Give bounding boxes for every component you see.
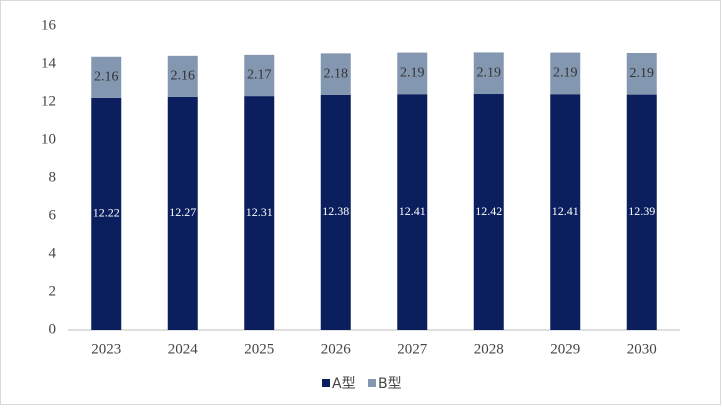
y-tick-label: 10: [41, 131, 56, 147]
x-tick-label: 2026: [321, 341, 352, 357]
y-tick-label: 8: [49, 169, 57, 185]
bar-segment: [244, 96, 275, 330]
x-tick-label: 2028: [474, 341, 504, 357]
value-label: 12.42: [475, 204, 502, 218]
value-label: 2.19: [630, 66, 655, 81]
y-tick-label: 16: [41, 17, 57, 33]
bar-segment: [626, 52, 657, 95]
bar-segment: [320, 94, 351, 330]
y-tick-label: 14: [41, 55, 57, 71]
y-tick-label: 0: [49, 321, 57, 337]
value-label: 12.27: [169, 205, 196, 219]
value-label: 12.41: [552, 204, 579, 218]
value-label: 12.38: [322, 204, 349, 218]
legend-label: B型: [378, 376, 402, 392]
bar-segment: [91, 97, 122, 330]
legend-swatch: [322, 379, 330, 387]
x-tick-label: 2027: [397, 341, 428, 357]
bar-segment: [550, 94, 581, 331]
value-label: 12.41: [399, 204, 426, 218]
bar-segment: [91, 56, 122, 98]
x-tick-label: 2025: [244, 341, 274, 357]
y-tick-label: 2: [49, 283, 57, 299]
y-tick-label: 12: [41, 93, 56, 109]
x-tick-label: 2023: [91, 341, 121, 357]
legend-swatch: [368, 379, 376, 387]
x-tick-label: 2030: [627, 341, 657, 357]
bar-segment: [550, 52, 581, 95]
value-label: 2.18: [324, 66, 349, 81]
value-label: 12.31: [246, 205, 273, 219]
value-label: 12.22: [93, 206, 120, 220]
bar-segment: [244, 54, 275, 97]
y-tick-label: 4: [49, 245, 57, 261]
value-label: 2.16: [94, 70, 119, 85]
value-label: 2.16: [171, 69, 196, 84]
bar-segment: [473, 52, 504, 95]
bar-segment: [626, 94, 657, 330]
value-label: 2.19: [553, 66, 578, 81]
value-label: 2.17: [247, 68, 272, 83]
bar-segment: [397, 52, 428, 95]
bar-segment: [397, 94, 428, 331]
legend-label: A型: [332, 376, 356, 392]
bar-segment: [167, 55, 198, 97]
value-label: 2.19: [400, 66, 425, 81]
x-tick-label: 2024: [168, 341, 199, 357]
bar-segment: [320, 53, 351, 95]
value-label: 12.39: [628, 204, 655, 218]
x-tick-label: 2029: [550, 341, 580, 357]
y-tick-label: 6: [49, 207, 57, 223]
chart-frame: [0, 0, 721, 405]
value-label: 2.19: [477, 65, 502, 80]
bar-segment: [473, 94, 504, 331]
bar-segment: [167, 96, 198, 331]
